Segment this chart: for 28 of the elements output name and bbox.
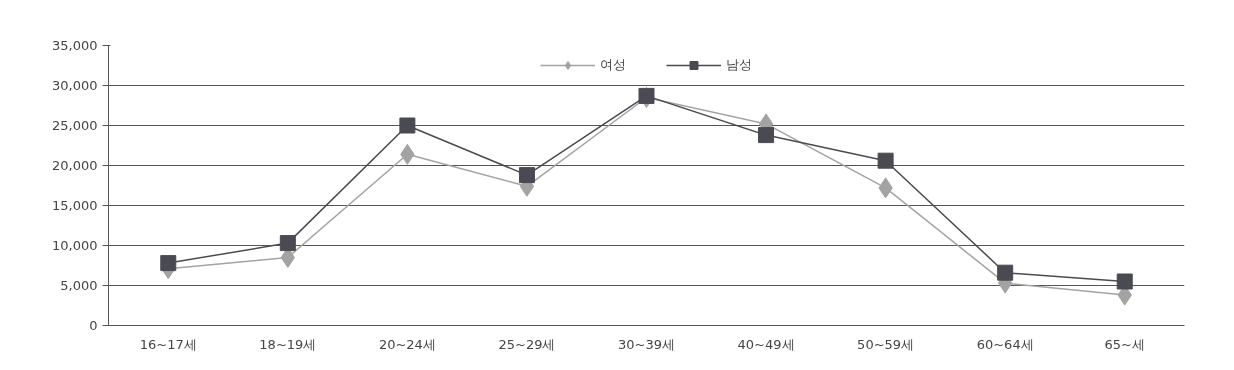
x-tick-label: 50~59세 bbox=[857, 336, 915, 352]
y-tick-label: 10,000 bbox=[52, 238, 98, 253]
x-tick-label: 25~29세 bbox=[498, 336, 556, 352]
x-tick-label: 16~17세 bbox=[139, 336, 197, 352]
y-tick-label: 35,000 bbox=[52, 38, 98, 53]
y-tick-label: 0 bbox=[89, 318, 98, 333]
point bbox=[877, 152, 894, 169]
point bbox=[399, 117, 416, 134]
x-tick-label: 65~세 bbox=[1104, 336, 1145, 352]
y-tick-label: 30,000 bbox=[52, 78, 98, 93]
x-tick-label: 30~39세 bbox=[618, 336, 675, 352]
point bbox=[997, 264, 1014, 281]
point bbox=[1116, 273, 1133, 290]
x-tick-label: 18~19세 bbox=[259, 336, 317, 352]
legend-label: 여성 bbox=[600, 56, 626, 74]
point bbox=[758, 127, 775, 144]
point bbox=[160, 255, 177, 272]
point bbox=[638, 87, 655, 104]
y-tick-label: 5,000 bbox=[60, 278, 98, 293]
x-tick-label: 60~64세 bbox=[976, 336, 1034, 352]
x-tick-label: 40~49세 bbox=[737, 336, 795, 352]
y-tick-label: 25,000 bbox=[52, 118, 98, 133]
y-tick-label: 15,000 bbox=[52, 198, 98, 213]
y-tick-label: 20,000 bbox=[52, 158, 98, 173]
point bbox=[279, 235, 296, 252]
legend-label: 남성 bbox=[726, 56, 752, 74]
point bbox=[518, 167, 535, 184]
x-tick-label: 20~24세 bbox=[378, 336, 436, 352]
